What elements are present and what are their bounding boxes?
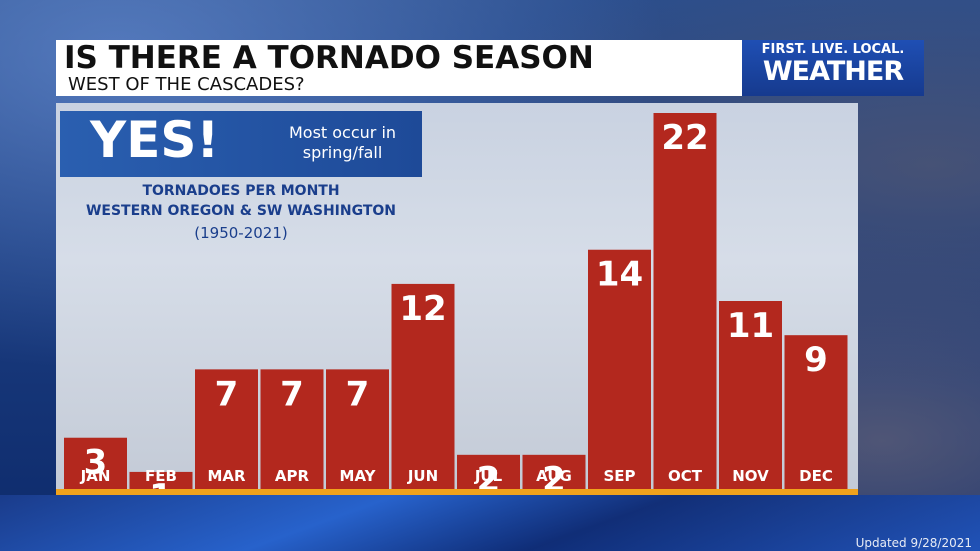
- page-title: IS THERE A TORNADO SEASON: [64, 40, 594, 76]
- bar-feb: [129, 471, 193, 489]
- station-logo: FIRST. LIVE. LOCAL. WEATHER: [742, 40, 924, 96]
- bar-value-label: 9: [804, 340, 828, 380]
- bar-nov: [719, 301, 782, 489]
- bar-month-label: DEC: [799, 467, 833, 485]
- bar-month-label: SEP: [603, 467, 635, 485]
- bar-value-label: 12: [399, 289, 446, 329]
- logo-tagline: FIRST. LIVE. LOCAL.: [761, 42, 905, 57]
- answer-note: Most occur in spring/fall: [288, 123, 397, 162]
- bar-may: [326, 369, 389, 489]
- bar-month-label: APR: [275, 467, 310, 485]
- bar-jun: [391, 283, 455, 489]
- chart-title: TORNADOES PER MONTH: [142, 183, 340, 199]
- chart-period: (1950-2021): [194, 224, 288, 242]
- answer-text: YES!: [90, 111, 220, 169]
- bar-value-label: 2: [542, 460, 566, 495]
- updated-timestamp: Updated 9/28/2021: [855, 536, 972, 550]
- bar-value-label: 2: [477, 460, 501, 495]
- bar-month-label: MAR: [207, 467, 246, 485]
- bar-value-label: 7: [280, 374, 304, 414]
- answer-callout: YES! Most occur in spring/fall: [60, 111, 422, 177]
- bar-month-label: JUN: [407, 467, 438, 485]
- bar-month-label: MAY: [340, 467, 377, 485]
- bar-month-label: NOV: [732, 467, 769, 485]
- bar-month-label: JAN: [80, 467, 111, 485]
- bar-value-label: 7: [346, 374, 370, 414]
- bar-month-label: FEB: [145, 467, 177, 485]
- chart-panel: 3JAN1FEB7MAR7APR7MAY12JUN2JUL2AUG14SEP22…: [56, 103, 858, 495]
- bar-value-label: 3: [84, 443, 108, 483]
- chart-info: TORNADOES PER MONTH WESTERN OREGON & SW …: [60, 181, 422, 245]
- bar-oct: [653, 113, 717, 489]
- bar-value-label: 14: [596, 255, 643, 295]
- bar-jan: [64, 437, 127, 489]
- chart-baseline: [56, 489, 858, 495]
- logo-name: WEATHER: [762, 56, 904, 87]
- page-subtitle: WEST OF THE CASCADES?: [68, 74, 305, 95]
- background-stripes: [0, 495, 980, 551]
- bar-dec: [784, 335, 848, 489]
- bar-value-label: 11: [727, 306, 774, 346]
- bar-mar: [195, 369, 258, 489]
- bar-month-label: OCT: [668, 467, 703, 485]
- bar-apr: [260, 369, 324, 489]
- chart-region: WESTERN OREGON & SW WASHINGTON: [85, 203, 397, 219]
- bar-aug: [522, 454, 586, 489]
- bar-value-label: 7: [215, 374, 239, 414]
- bar-sep: [588, 249, 651, 489]
- bar-jul: [457, 454, 520, 489]
- bar-chart: 3JAN1FEB7MAR7APR7MAY12JUN2JUL2AUG14SEP22…: [56, 113, 858, 495]
- bar-month-label: AUG: [536, 467, 572, 485]
- bar-value-label: 22: [661, 118, 708, 158]
- bar-month-label: JUL: [474, 467, 503, 485]
- title-bar: IS THERE A TORNADO SEASON WEST OF THE CA…: [56, 40, 742, 96]
